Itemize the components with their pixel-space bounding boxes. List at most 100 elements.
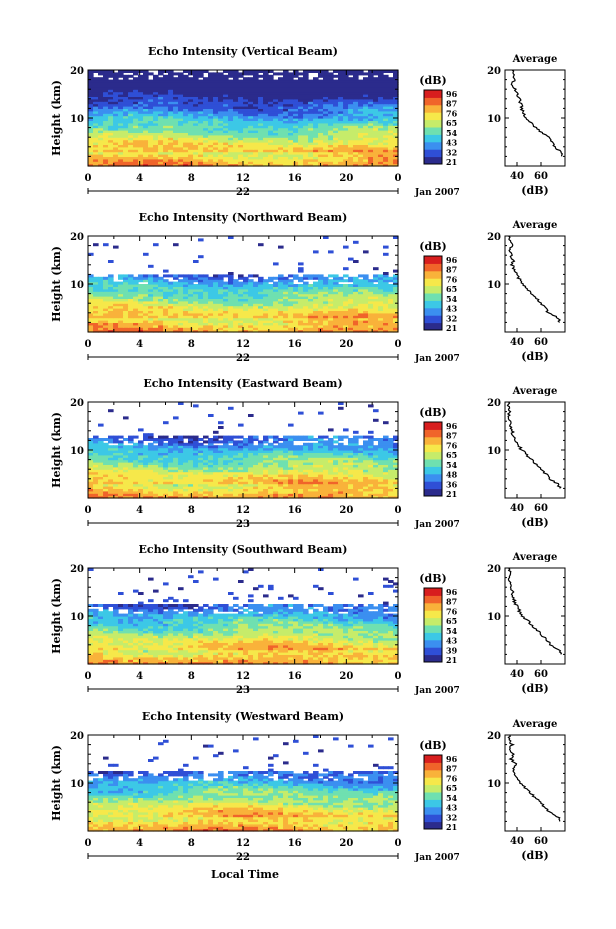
x-tick-label: 4	[136, 838, 143, 849]
colorbar-segment	[424, 769, 442, 778]
colorbar-tick-label: 43	[446, 803, 458, 813]
colorbar-tick-label: 39	[446, 645, 458, 655]
profile-x-tick-label: 60	[534, 669, 548, 680]
y-axis-label: Height (km)	[50, 246, 63, 322]
colorbar-segment	[424, 444, 442, 453]
colorbar-tick-label: 87	[446, 265, 457, 275]
profile-frame	[504, 567, 566, 665]
colorbar-segment	[424, 293, 442, 301]
colorbar-segment	[424, 610, 442, 619]
profile-x-label: (dB)	[521, 350, 548, 363]
colorbar-tick-label: 43	[446, 304, 458, 314]
y-axis-label: Height (km)	[50, 80, 63, 156]
day-label: 23	[236, 519, 250, 530]
colorbar-tick-label: 21	[446, 323, 457, 333]
colorbar-segment	[424, 149, 442, 158]
profile-y-tick-label: 10	[487, 446, 501, 457]
x-tick-label: 20	[339, 505, 353, 516]
y-tick-label: 10	[70, 114, 84, 125]
y-tick-label: 20	[70, 232, 84, 243]
colorbar-segment	[424, 755, 442, 763]
profile-line	[508, 235, 562, 323]
profile-y-tick-label: 20	[487, 66, 501, 77]
colorbar-segment	[424, 625, 442, 633]
panel-title: Echo Intensity (Vertical Beam)	[148, 45, 338, 58]
colorbar-tick-label: 65	[446, 616, 457, 626]
colorbar-tick-label: 32	[446, 147, 457, 157]
colorbar-tick-label: 76	[446, 606, 458, 616]
colorbar-tick-label: 48	[446, 470, 458, 480]
colorbar-segment	[424, 322, 442, 331]
profile-y-tick-label: 10	[487, 612, 501, 623]
x-tick-label: 8	[188, 505, 195, 516]
x-tick-label: 8	[188, 339, 195, 350]
profile-x-tick-label: 60	[534, 503, 548, 514]
panel-2: Echo Intensity (Northward Beam) 20 10 Heigh…	[50, 211, 566, 364]
colorbar-segment	[424, 821, 442, 830]
colorbar-tick-label: 65	[446, 783, 457, 793]
profile-title: Average	[512, 719, 558, 730]
profile-y-tick-label: 20	[487, 398, 501, 409]
heatmap	[88, 236, 399, 333]
date-label: Jan 2007	[414, 853, 460, 863]
x-tick-label: 0	[395, 173, 402, 184]
heatmap	[88, 568, 399, 665]
day-label: 22	[236, 353, 250, 364]
colorbar-segment	[424, 588, 442, 596]
x-tick-label: 8	[188, 838, 195, 849]
panel-title: Echo Intensity (Eastward Beam)	[143, 377, 342, 390]
colorbar-segment	[424, 112, 442, 121]
x-tick-label: 16	[288, 339, 302, 350]
colorbar-segment	[424, 792, 442, 800]
x-tick-label: 0	[395, 339, 402, 350]
date-label: Jan 2007	[414, 686, 460, 696]
colorbar-segment	[424, 639, 442, 648]
colorbar-segment	[424, 270, 442, 279]
panel-title: Echo Intensity (Northward Beam)	[139, 211, 348, 224]
x-tick-label: 12	[236, 505, 250, 516]
x-tick-label: 0	[395, 671, 402, 682]
colorbar-unit: (dB)	[419, 406, 446, 419]
colorbar-tick-label: 65	[446, 118, 457, 128]
colorbar-tick-label: 32	[446, 812, 457, 822]
colorbar-frame	[423, 89, 443, 165]
profile-frame	[504, 401, 566, 499]
profile-x-tick-label: 60	[534, 337, 548, 348]
profile-line	[510, 69, 564, 157]
x-tick-label: 8	[188, 173, 195, 184]
colorbar-segment	[424, 141, 442, 150]
profile-title: Average	[512, 220, 558, 231]
colorbar-segment	[424, 307, 442, 316]
x-tick-label: 0	[85, 173, 92, 184]
colorbar-tick-label: 65	[446, 284, 457, 294]
y-tick-label: 10	[70, 612, 84, 623]
colorbar-segment	[424, 806, 442, 815]
profile-line	[507, 567, 563, 655]
profile-title: Average	[512, 552, 558, 563]
colorbar-segment	[424, 315, 442, 324]
profile-x-tick-label: 40	[510, 337, 524, 348]
profile-x-label: (dB)	[521, 849, 548, 862]
y-tick-label: 20	[70, 564, 84, 575]
colorbar-tick-label: 96	[446, 255, 458, 265]
colorbar-tick-label: 76	[446, 440, 458, 450]
colorbar-frame	[423, 587, 443, 663]
colorbar-tick-label: 21	[446, 489, 457, 499]
day-label: 22	[236, 187, 250, 198]
colorbar-tick-label: 21	[446, 655, 457, 665]
colorbar-segment	[424, 422, 442, 430]
colorbar-tick-label: 54	[446, 128, 458, 138]
x-tick-label: 4	[136, 339, 143, 350]
x-tick-label: 4	[136, 671, 143, 682]
x-tick-label: 12	[236, 671, 250, 682]
x-tick-label: 0	[85, 505, 92, 516]
x-tick-label: 0	[85, 838, 92, 849]
profile-line	[506, 401, 562, 489]
x-axis-label-local-time: Local Time	[211, 868, 279, 881]
date-label: Jan 2007	[414, 520, 460, 530]
x-tick-label: 0	[395, 505, 402, 516]
profile-x-label: (dB)	[521, 516, 548, 529]
colorbar-segment	[424, 285, 442, 294]
colorbar-segment	[424, 595, 442, 604]
